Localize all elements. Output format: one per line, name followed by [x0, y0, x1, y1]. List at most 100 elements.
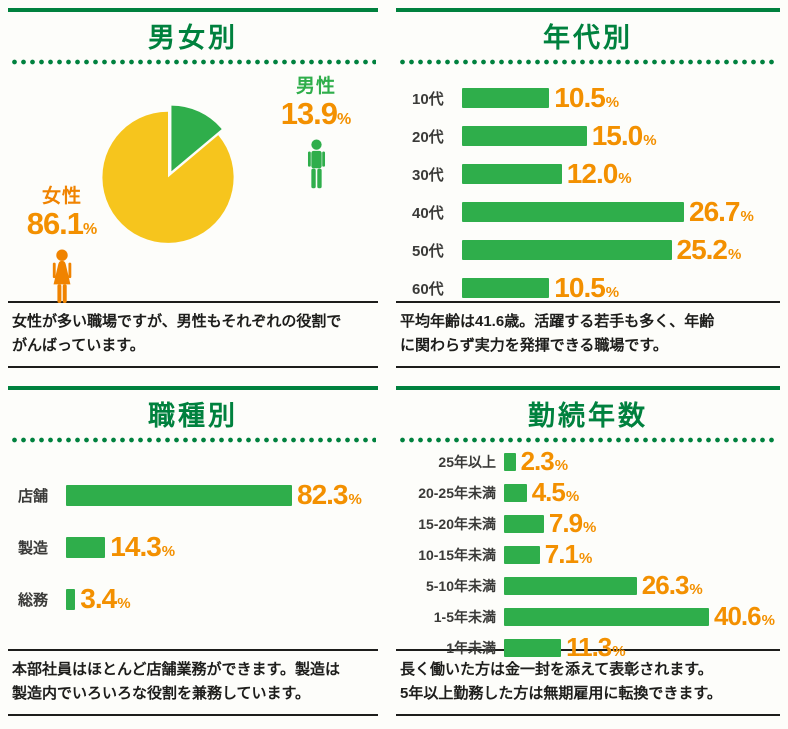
bar-category-label: 60代	[412, 280, 444, 298]
bar-category-label: 20-25年未満	[418, 484, 496, 501]
bar-row: 店舗 82.3%	[18, 469, 378, 521]
bar-value: 4.5%	[531, 477, 580, 507]
bar-category-label: 製造	[18, 539, 49, 557]
dotted-rule	[398, 437, 778, 443]
percent-sign: %	[83, 221, 98, 238]
bar-row: 20代 15.0%	[412, 117, 780, 155]
percent-sign: %	[117, 595, 131, 612]
percent-sign: %	[578, 550, 593, 567]
bar-category-label: 30代	[412, 166, 444, 184]
bar-row: 60代 10.5%	[412, 269, 780, 307]
bar-value: 40.6%	[714, 601, 775, 631]
percent-sign: %	[554, 457, 569, 474]
bar	[462, 240, 672, 260]
tenure-caption: 長く働いた方は金一封を添えて表彰されます。 5年以上勤務した方は無期雇用に転換で…	[396, 649, 780, 716]
percent-sign: %	[605, 284, 620, 301]
bar	[504, 483, 527, 502]
caption-line: に関わらず実力を発揮できる職場です。	[400, 337, 668, 354]
percent-sign: %	[740, 208, 754, 225]
bar-value: 12.0%	[566, 158, 632, 189]
bar-row: 40代 26.7%	[412, 193, 780, 231]
bar	[462, 164, 562, 184]
bar-row: 30代 12.0%	[412, 155, 780, 193]
bar-row: 1-5年未満 40.6%	[402, 601, 780, 632]
bar-category-label: 総務	[18, 591, 49, 609]
panel-top-rule	[8, 386, 378, 390]
tenure-bar-chart: 25年以上 2.3% 20-25年未満 4.5% 15-20年未満 7.9% 10-15年未…	[396, 443, 780, 662]
female-callout: 女性 86.1%	[10, 181, 114, 311]
bar-row: 10-15年未満 7.1%	[402, 539, 780, 570]
panel-title-age: 年代別	[543, 23, 633, 53]
percent-sign: %	[348, 491, 362, 508]
bar-category-label: 5-10年未満	[425, 577, 496, 594]
bar-row: 製造 14.3%	[18, 521, 378, 573]
bar-category-label: 店舗	[18, 487, 49, 505]
panel-top-rule	[396, 8, 780, 12]
panel-top-rule	[8, 8, 378, 12]
percent-sign: %	[618, 170, 632, 187]
job-chart-area: 店舗 82.3% 製造 14.3% 総務 3.4%	[8, 443, 378, 649]
panel-title-job: 職種別	[148, 401, 238, 431]
percent-sign: %	[689, 581, 703, 598]
bar-value: 7.9%	[548, 508, 597, 538]
panel-job: 職種別 店舗 82.3% 製造 14.3% 総務 3.4% 本部社員はほとんど店舗業務がで…	[8, 386, 378, 716]
male-person-icon	[307, 138, 325, 188]
male-value: 13.9%	[266, 96, 366, 131]
bar-row: 20-25年未満 4.5%	[402, 477, 780, 508]
panel-tenure: 勤続年数 25年以上 2.3% 20-25年未満 4.5% 15-20年未満 7.9% 10…	[396, 386, 780, 716]
bar-category-label: 50代	[412, 242, 444, 260]
gender-caption: 女性が多い職場ですが、男性もそれぞれの役割で がんばっています。	[8, 301, 378, 368]
panel-gender: 男女別 男性 13.9%	[8, 8, 378, 368]
bar	[462, 278, 550, 298]
percent-sign: %	[583, 519, 597, 536]
percent-sign: %	[612, 643, 626, 660]
bar-row: 25年以上 2.3%	[402, 446, 780, 477]
bar-category-label: 15-20年未満	[418, 515, 496, 532]
male-value-number: 13.9	[280, 96, 338, 131]
panel-top-rule	[396, 386, 780, 390]
male-slice	[171, 105, 222, 172]
female-value: 86.1%	[10, 207, 114, 241]
bar-value: 7.1%	[544, 539, 593, 569]
bar	[504, 576, 637, 595]
panel-title-tenure: 勤続年数	[528, 401, 648, 431]
bar-value: 82.3%	[297, 479, 362, 510]
bar-value: 25.2%	[676, 234, 742, 265]
pie-svg	[102, 105, 234, 243]
bar	[504, 545, 540, 564]
job-bar-chart: 店舗 82.3% 製造 14.3% 総務 3.4%	[8, 443, 378, 649]
bar-row: 5-10年未満 26.3%	[402, 570, 780, 601]
percent-sign: %	[761, 612, 775, 629]
bar	[66, 484, 292, 506]
dotted-rule	[398, 59, 778, 65]
percent-sign: %	[337, 111, 352, 128]
bar-value: 2.3%	[520, 446, 569, 476]
bar-value: 10.5%	[554, 82, 620, 113]
bar-category-label: 1年未満	[446, 639, 496, 656]
caption-line: 製造内でいろいろな役割を兼務しています。	[12, 685, 311, 702]
bar-category-label: 20代	[412, 128, 444, 146]
bar-row: 10代 10.5%	[412, 79, 780, 117]
caption-line: 女性が多い職場ですが、男性もそれぞれの役割で	[12, 313, 342, 330]
bar-category-label: 40代	[412, 204, 444, 222]
caption-line: 平均年齢は41.6歳。活躍する若手も多く、年齢	[400, 313, 715, 330]
bar	[462, 88, 550, 108]
bar-value: 10.5%	[554, 272, 620, 303]
bar-value: 15.0%	[591, 120, 657, 151]
bar-category-label: 1-5年未満	[433, 608, 496, 625]
dotted-rule	[10, 437, 376, 443]
percent-sign: %	[728, 246, 742, 263]
bar-row: 1年未満 11.3%	[402, 632, 780, 663]
bar-row: 総務 3.4%	[18, 573, 378, 625]
job-caption: 本部社員はほとんど店舗業務ができます。製造は 製造内でいろいろな役割を兼務してい…	[8, 649, 378, 716]
age-bar-chart: 10代 10.5% 20代 15.0% 30代 12.0% 40代 26.7% 50代 25.2%…	[396, 65, 780, 303]
bar-value: 3.4%	[80, 583, 131, 614]
caption-line: 5年以上勤務した方は無期雇用に転換できます。	[400, 685, 722, 702]
male-callout: 男性 13.9%	[266, 71, 366, 195]
bar	[504, 638, 562, 657]
bar	[504, 607, 709, 626]
bar-value: 14.3%	[110, 531, 176, 562]
caption-line: がんばっています。	[12, 337, 145, 354]
bar	[462, 202, 684, 222]
